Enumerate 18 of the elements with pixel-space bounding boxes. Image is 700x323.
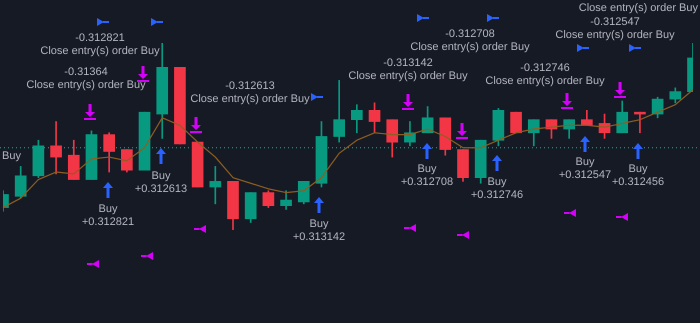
annotation: -0.312821 Close entry(s) order Buy [40,32,160,58]
annotation: Buy +0.312821 [82,203,134,229]
text: -0.312547 Close entry(s) order Buy [555,16,675,42]
text: Close entry(s) order Buy [578,2,698,15]
annotation: -0.312613 Close entry(s) order Buy [190,80,310,106]
annotation: -0.313142 Close entry(s) order Buy [348,57,468,83]
annotation: Buy +0.312456 [612,163,664,189]
annotation: Buy +0.312547 [558,156,612,182]
annotation: Buy +0.312746 [470,176,524,202]
annotation: -0.31364 Close entry(s) order Buy [26,66,146,92]
annotation: Buy +0.312708 [400,163,454,189]
annotation: Buy +0.312613 [134,170,188,196]
annotation: Buy +0.313142 [292,218,346,244]
annotation: Buy [2,150,21,163]
annotation: -0.312708 Close entry(s) order Buy [410,28,530,54]
candlestick [50,121,62,174]
candlestick [634,112,646,134]
annotation: -0.312746 Close entry(s) order Buy [485,62,605,88]
